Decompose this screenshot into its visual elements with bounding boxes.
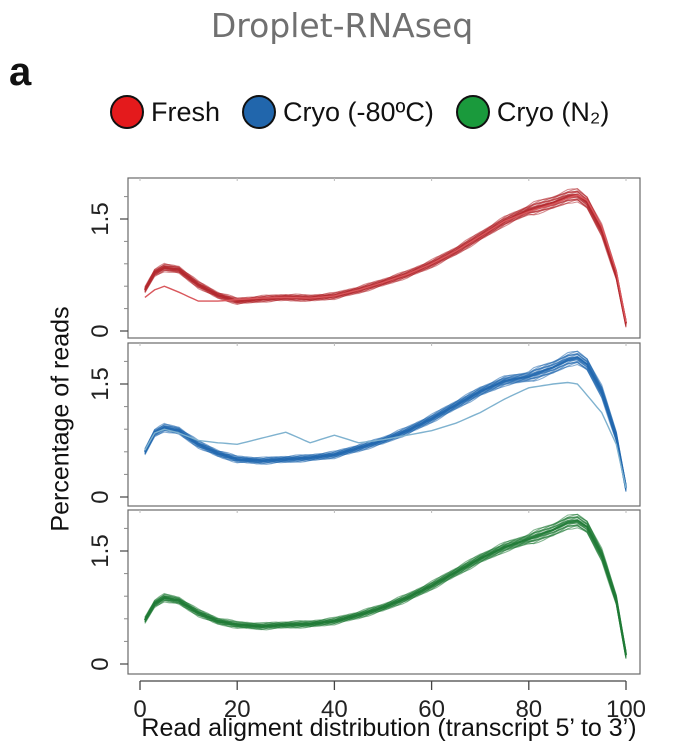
series-line-cryo-80-3 <box>144 362 627 490</box>
y-tick-label-fresh-1: 1.5 <box>87 202 114 235</box>
series-line-cryo-n2-15 <box>144 515 627 652</box>
series-line-cryo-n2-9 <box>144 518 627 656</box>
series-line-cryo-n2-4 <box>144 523 627 657</box>
series-line-cryo-n2-13 <box>144 516 627 655</box>
series-line-cryo-n2-10 <box>144 519 627 655</box>
series-line-fresh-17 <box>144 188 627 321</box>
series-line-cryo-n2-11 <box>144 519 627 653</box>
y-tick-label-fresh-0: 0 <box>87 324 114 337</box>
y-tick-label-cryo-n2-1: 1.5 <box>87 534 114 567</box>
legend-swatch-cryo-n2 <box>455 95 490 129</box>
series-line-fresh-3 <box>144 199 627 326</box>
series-line-fresh-0 <box>144 201 627 327</box>
series-line-fresh-5 <box>144 195 627 327</box>
series-line-cryo-n2-12 <box>144 516 627 655</box>
series-mean-line-fresh <box>143 193 628 324</box>
series-line-cryo-80-4 <box>144 360 627 490</box>
panel-frame-cryo-n2 <box>127 509 641 675</box>
series-mean-line-cryo-80 <box>143 356 628 489</box>
series-line-cryo-80-17 <box>144 350 627 486</box>
series-line-fresh-1 <box>144 198 627 328</box>
x-tick-label-3: 60 <box>418 696 445 723</box>
panel-frame-cryo-80 <box>127 342 641 507</box>
series-line-fresh-2 <box>144 198 627 328</box>
series-line-cryo-n2-5 <box>144 521 627 658</box>
x-tick-label-4: 80 <box>515 696 542 723</box>
y-tick-label-cryo-n2-0: 0 <box>87 657 114 670</box>
legend-item-cryo-n2: Cryo (N₂) <box>455 95 610 129</box>
series-line-fresh-11 <box>144 193 627 322</box>
series-line-cryo-n2-6 <box>144 522 627 657</box>
figure-title: Droplet-RNAseq <box>210 6 474 45</box>
series-line-fresh-8 <box>144 194 627 324</box>
series-outlier-line-fresh <box>144 194 627 323</box>
series-line-fresh-6 <box>144 196 627 326</box>
legend-label-cryo-n2: Cryo (N₂) <box>496 96 610 127</box>
series-line-cryo-80-11 <box>144 356 627 486</box>
series-line-cryo-80-2 <box>144 361 627 492</box>
x-tick-label-1: 20 <box>224 696 251 723</box>
x-tick-label-5: 100 <box>606 696 646 723</box>
series-line-cryo-80-10 <box>144 356 627 488</box>
y-tick-label-cryo-80-0: 0 <box>87 490 114 503</box>
x-tick-label-0: 0 <box>133 696 146 723</box>
panel-frame-fresh <box>127 177 641 339</box>
series-outlier-line-cryo-80 <box>144 381 627 489</box>
series-line-cryo-n2-3 <box>144 525 627 657</box>
series-line-cryo-80-9 <box>144 355 627 490</box>
series-line-fresh-13 <box>144 190 627 323</box>
series-line-fresh-7 <box>144 196 627 324</box>
x-tick-label-2: 40 <box>321 696 348 723</box>
series-line-cryo-80-12 <box>144 353 627 488</box>
x-axis-label: Read aligment distribution (transcript 5… <box>141 714 637 742</box>
series-line-cryo-80-5 <box>144 358 627 491</box>
series-line-cryo-80-13 <box>144 353 627 488</box>
x-axis-label-wrap: Read aligment distribution (transcript 5… <box>0 714 684 743</box>
series-line-cryo-n2-7 <box>144 522 627 655</box>
y-tick-label-cryo-80-1: 1.5 <box>87 367 114 400</box>
y-axis-label: Percentage of reads <box>46 306 75 532</box>
series-mean-line-cryo-n2 <box>143 519 628 656</box>
series-line-cryo-80-8 <box>144 356 627 489</box>
legend-swatch-cryo-80 <box>242 95 277 129</box>
series-line-cryo-n2-14 <box>144 517 627 652</box>
series-line-fresh-9 <box>144 193 627 325</box>
legend-label-fresh: Fresh <box>151 96 221 127</box>
series-line-fresh-4 <box>144 197 627 325</box>
series-line-cryo-n2-17 <box>144 513 627 652</box>
panel-letter: a <box>9 50 32 94</box>
series-line-fresh-12 <box>144 191 627 323</box>
series-line-cryo-80-6 <box>144 359 627 490</box>
series-line-cryo-n2-8 <box>144 520 627 656</box>
legend-item-cryo-80: Cryo (-80ºC) <box>242 95 434 129</box>
legend-swatch-fresh <box>110 95 144 129</box>
legend-label-cryo-80: Cryo (-80ºC) <box>283 96 434 127</box>
legend: Fresh Cryo (-80ºC) Cryo (N₂) <box>110 92 609 132</box>
series-line-cryo-n2-2 <box>144 524 627 659</box>
series-line-fresh-10 <box>144 193 627 323</box>
series-line-cryo-n2-0 <box>144 527 627 658</box>
series-line-cryo-80-1 <box>144 361 627 492</box>
legend-item-fresh: Fresh <box>110 95 220 129</box>
series-line-cryo-80-14 <box>144 354 627 486</box>
series-line-cryo-80-7 <box>144 359 627 488</box>
series-line-cryo-n2-1 <box>144 524 627 659</box>
